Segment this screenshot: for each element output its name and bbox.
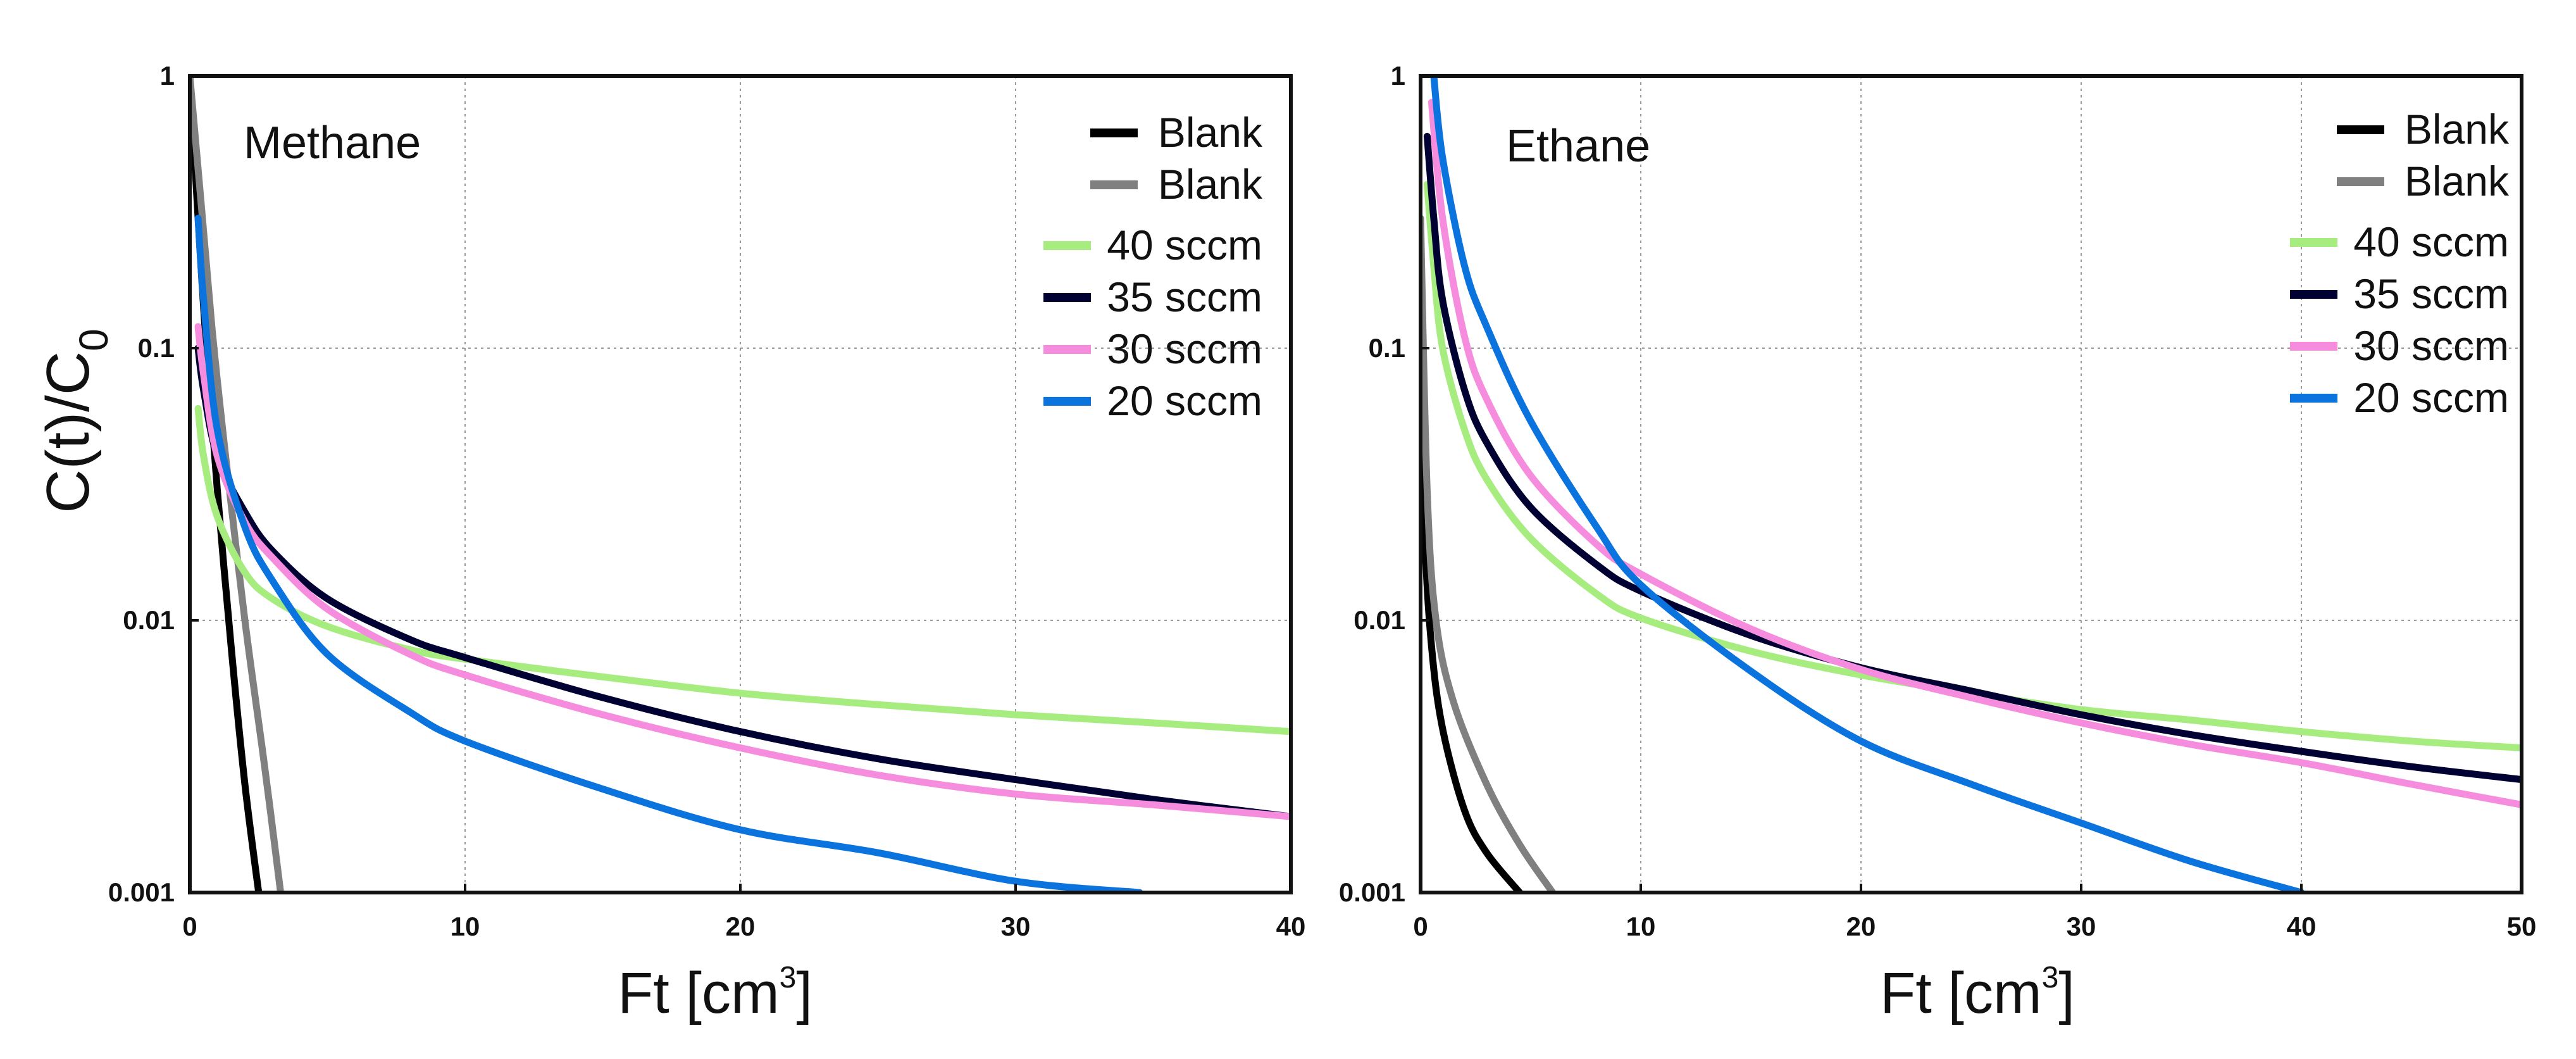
methane-x-tick-label: 0 <box>182 912 197 941</box>
methane-x-tick-label: 10 <box>451 912 480 941</box>
methane-series-20-sccm <box>194 215 1143 893</box>
ethane-x-tick-label: 50 <box>2507 912 2537 941</box>
methane-y-axis-title: C(t)/C0 <box>34 329 116 513</box>
ethane-x-title-base: Ft [cm <box>1880 961 2042 1025</box>
ethane-x-tick-label: 20 <box>1846 912 1876 941</box>
methane-legend: Blank Blank 40 sccm 35 sccm 30 sccm 20 sccm <box>1043 109 1263 424</box>
methane-x-tick-label: 40 <box>1276 912 1306 941</box>
methane-x-tick-label: 20 <box>726 912 756 941</box>
ethane-panel-label: Ethane <box>1506 121 1650 172</box>
methane-y-tick-label: 0.01 <box>123 605 175 635</box>
ethane-legend: Blank Blank 40 sccm 35 sccm 30 sccm 20 sccm <box>2290 106 2510 421</box>
ethane-series-30-sccm <box>1428 99 2522 808</box>
ethane-legend-label: 35 sccm <box>2353 270 2509 317</box>
methane-x-title-close: ] <box>796 961 812 1025</box>
ethane-plot-frame <box>1419 74 2523 894</box>
methane-legend-label: 40 sccm <box>1107 222 1262 268</box>
ethane-x-title-sup: 3 <box>2042 961 2059 994</box>
ethane-legend-label: 40 sccm <box>2353 218 2509 265</box>
ethane-x-title-close: ] <box>2058 961 2075 1025</box>
ethane-x-tick-label: 30 <box>2067 912 2096 941</box>
ethane-y-tick-label: 0.01 <box>1353 605 1405 635</box>
ethane-x-tick-label: 10 <box>1626 912 1656 941</box>
ethane-series-35-sccm <box>1423 132 2522 784</box>
ethane-legend-label: 30 sccm <box>2353 322 2509 369</box>
ethane-x-tick-label: 40 <box>2287 912 2317 941</box>
methane-y-tick-label: 1 <box>160 61 175 91</box>
ethane-x-axis-title: Ft [cm3] <box>1880 961 2075 1025</box>
methane-x-tick-label: 30 <box>1001 912 1031 941</box>
ethane-legend-label: Blank <box>2405 106 2510 153</box>
methane-legend-label: 35 sccm <box>1107 273 1262 320</box>
methane-y-tick-label: 0.001 <box>108 877 175 907</box>
methane-x-title-sup: 3 <box>780 961 797 994</box>
methane-legend-label: 20 sccm <box>1107 377 1262 424</box>
methane-x-axis-title: Ft [cm3] <box>618 961 812 1025</box>
methane-legend-label: Blank <box>1158 109 1263 156</box>
methane-panel-label: Methane <box>244 118 421 168</box>
ethane-y-tick-label: 0.1 <box>1369 333 1405 363</box>
ethane-series-blank-1 <box>1421 215 1557 893</box>
methane-x-title-base: Ft [cm <box>618 961 780 1025</box>
ethane-series-20-sccm <box>1430 76 2305 893</box>
ethane-legend-label: Blank <box>2405 158 2510 204</box>
ethane-x-tick-label: 0 <box>1413 912 1428 941</box>
methane-series-blank-1 <box>190 76 284 893</box>
methane-legend-label: 30 sccm <box>1107 325 1262 372</box>
ethane-y-tick-label: 0.001 <box>1339 877 1405 907</box>
methane-series-40-sccm <box>194 404 1291 736</box>
ethane-y-tick-label: 1 <box>1391 61 1405 91</box>
ethane-series-blank-0 <box>1421 344 1524 893</box>
methane-legend-label: Blank <box>1158 161 1263 208</box>
methane-y-title-base: C(t)/C <box>34 351 102 513</box>
methane-y-title-sub: 0 <box>71 329 116 351</box>
ethane-series-40-sccm <box>1423 180 2522 751</box>
ethane-legend-label: 20 sccm <box>2353 374 2509 421</box>
methane-y-tick-label: 0.1 <box>138 333 175 363</box>
